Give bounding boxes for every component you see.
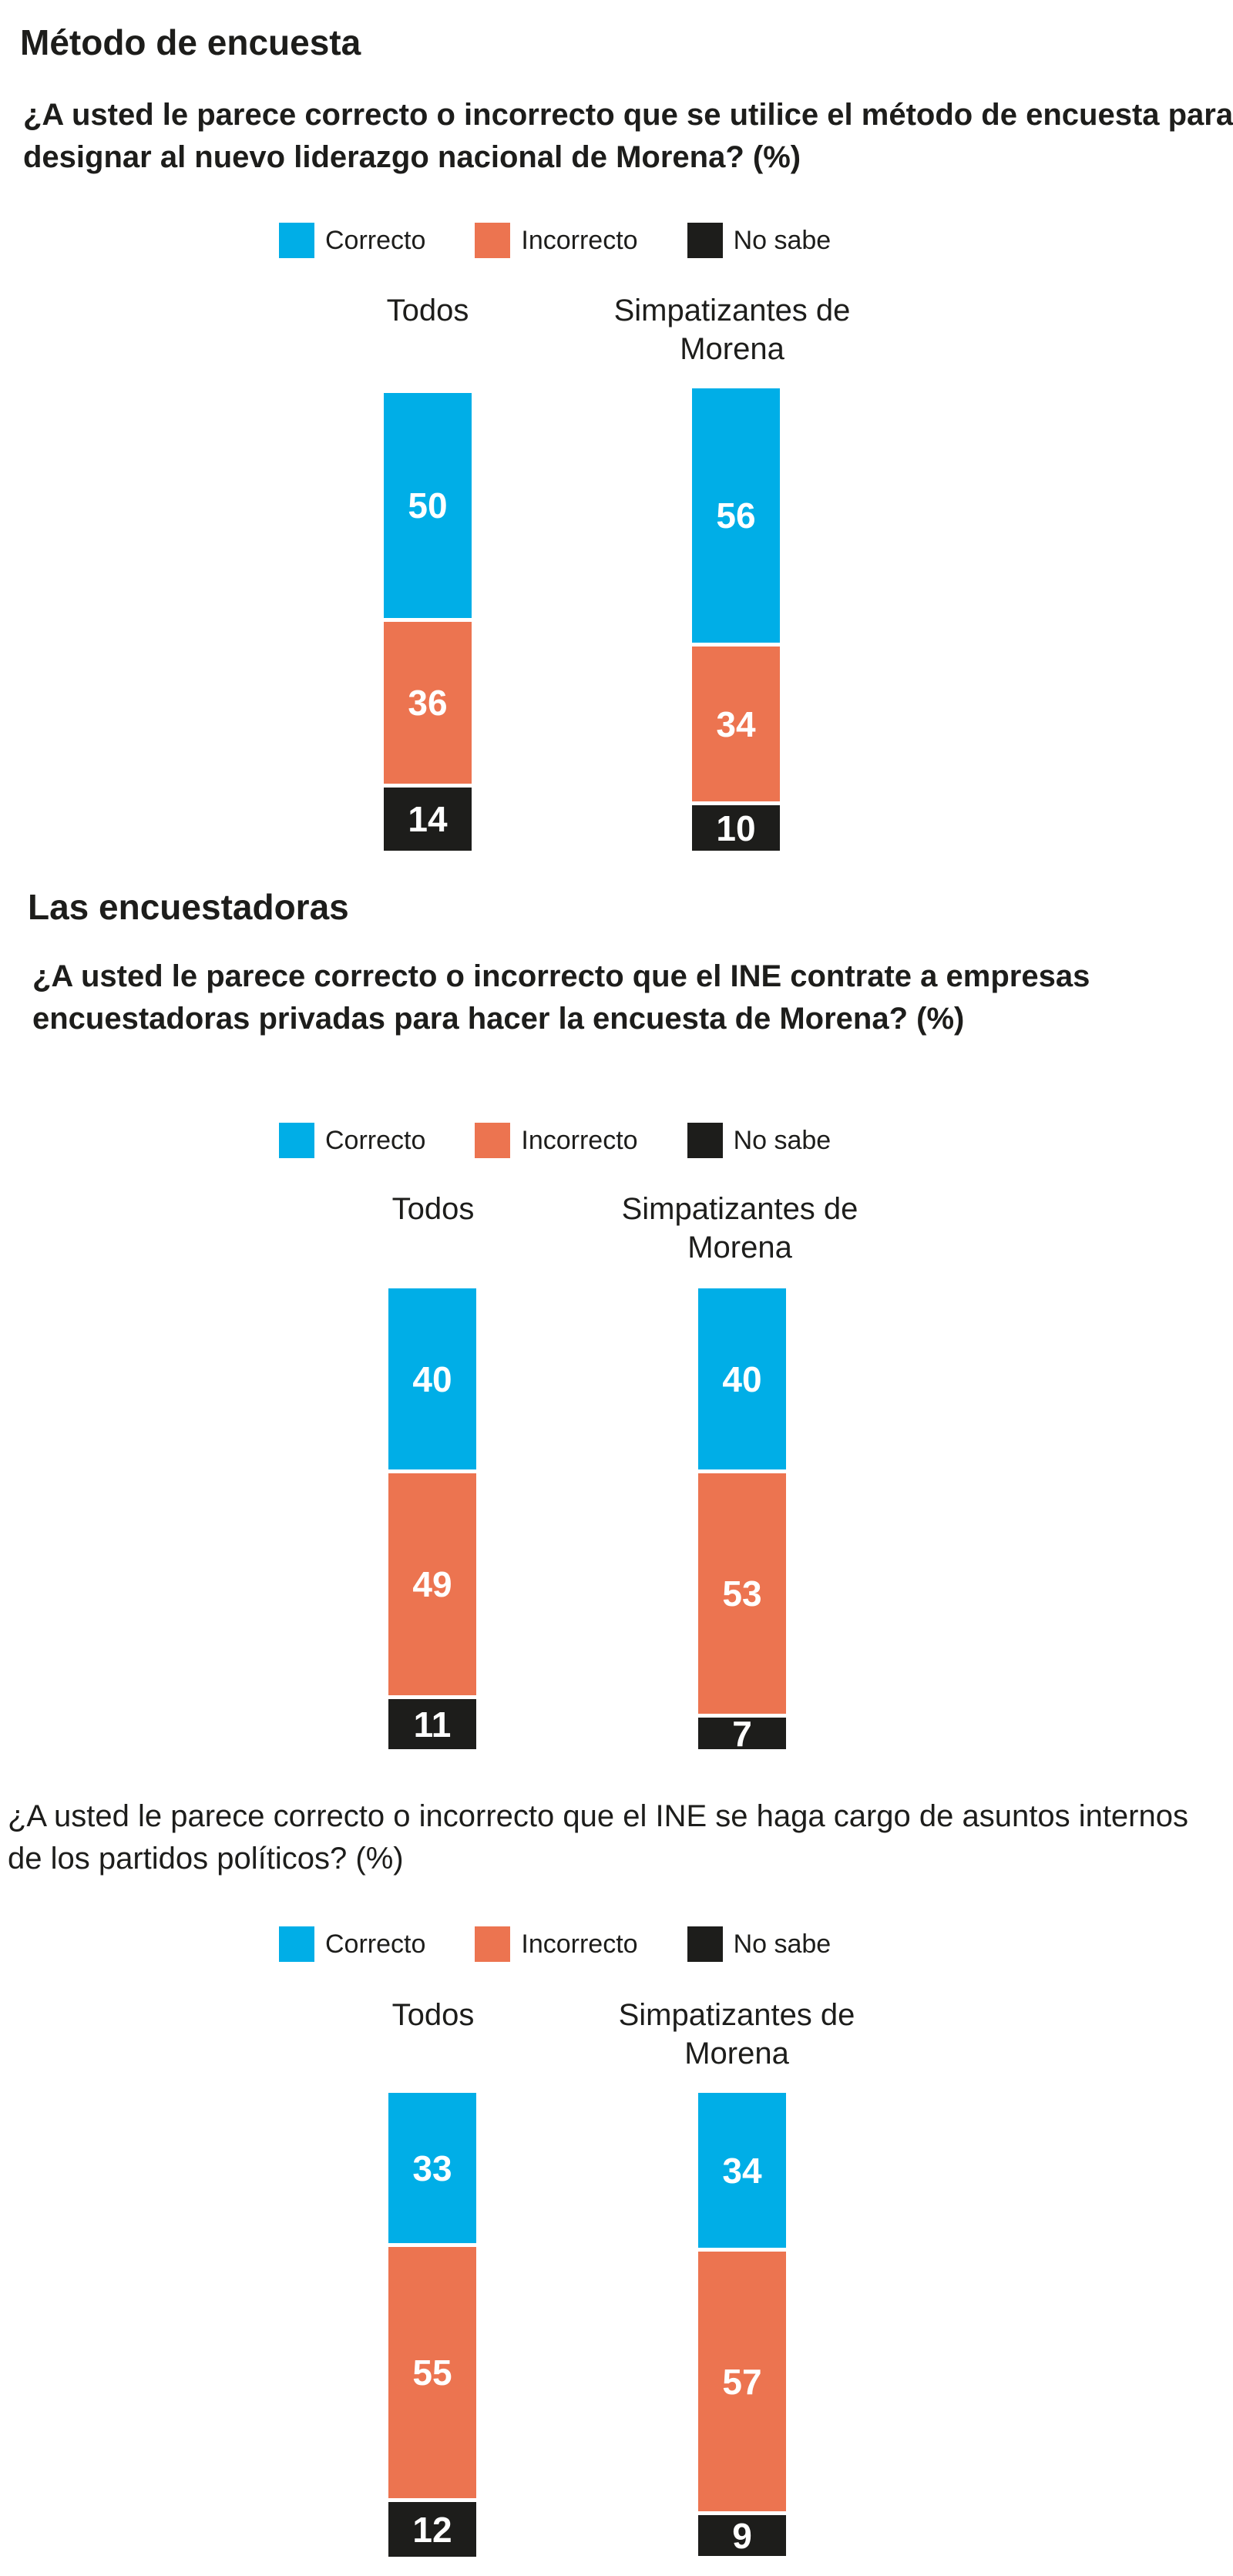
chart-3-bar-simpatizantes: 34 57 9 xyxy=(698,2093,786,2557)
legend-swatch-no-sabe xyxy=(687,223,723,258)
legend-swatch-no-sabe xyxy=(687,1926,723,1962)
legend-swatch-incorrecto xyxy=(475,1926,511,1962)
chart-1-group-label-todos: Todos xyxy=(386,294,469,327)
bar-segment-incorrecto: 36 xyxy=(384,622,472,784)
legend-label-incorrecto: Incorrecto xyxy=(521,1125,638,1155)
bar-segment-no-sabe: 7 xyxy=(698,1714,786,1754)
chart-3-group-label-simpatizantes: Simpatizantes de Morena xyxy=(618,1998,855,2071)
bar-segment-no-sabe: 14 xyxy=(384,788,472,851)
section-2-heading: Las encuestadoras xyxy=(28,887,349,927)
legend-label-correcto: Correcto xyxy=(325,1125,426,1155)
section-3-question: ¿A usted le parece correcto o incorrecto… xyxy=(8,1799,1188,1876)
legend-item-no-sabe: No sabe xyxy=(687,223,832,258)
chart-3-legend: Correcto Incorrecto No sabe xyxy=(279,1925,880,1963)
section-1-heading: Método de encuesta xyxy=(20,22,361,62)
bar-segment-incorrecto: 34 xyxy=(692,647,780,801)
section-1-question: ¿A usted le parece correcto o incorrecto… xyxy=(23,98,1233,174)
chart-2-group-label-simpatizantes: Simpatizantes de Morena xyxy=(621,1192,858,1264)
chart-2-legend: Correcto Incorrecto No sabe xyxy=(279,1121,880,1160)
bar-segment-no-sabe: 12 xyxy=(388,2502,476,2557)
bar-segment-correcto: 40 xyxy=(698,1288,786,1469)
bar-segment-incorrecto: 55 xyxy=(388,2247,476,2498)
section-2-question: ¿A usted le parece correcto o incorrecto… xyxy=(32,959,1090,1036)
legend-label-no-sabe: No sabe xyxy=(733,1125,832,1155)
legend-swatch-incorrecto xyxy=(475,223,511,258)
legend-label-no-sabe: No sabe xyxy=(733,225,832,255)
bar-segment-incorrecto: 57 xyxy=(698,2252,786,2511)
bar-segment-correcto: 40 xyxy=(388,1288,476,1469)
legend-item-correcto: Correcto xyxy=(279,1926,425,1962)
legend-item-incorrecto: Incorrecto xyxy=(475,223,638,258)
bar-segment-incorrecto: 53 xyxy=(698,1473,786,1714)
legend-item-correcto: Correcto xyxy=(279,1123,425,1158)
bar-segment-correcto: 33 xyxy=(388,2093,476,2243)
bar-segment-correcto: 56 xyxy=(692,388,780,643)
chart-1-legend: Correcto Incorrecto No sabe xyxy=(279,221,880,260)
chart-1-group-label-simpatizantes: Simpatizantes de Morena xyxy=(613,294,851,366)
bar-segment-correcto: 34 xyxy=(698,2093,786,2248)
legend-item-incorrecto: Incorrecto xyxy=(475,1123,638,1158)
bar-segment-no-sabe: 10 xyxy=(692,805,780,851)
bar-segment-incorrecto: 49 xyxy=(388,1473,476,1695)
bar-segment-no-sabe: 11 xyxy=(388,1699,476,1749)
legend-swatch-correcto xyxy=(279,1123,314,1158)
chart-2-group-label-todos: Todos xyxy=(391,1192,475,1226)
chart-2-bar-todos: 40 49 11 xyxy=(388,1288,476,1749)
legend-label-correcto: Correcto xyxy=(325,225,426,255)
chart-3-bar-todos: 33 55 12 xyxy=(388,2093,476,2557)
legend-swatch-no-sabe xyxy=(687,1123,723,1158)
legend-label-no-sabe: No sabe xyxy=(733,1929,832,1959)
legend-swatch-correcto xyxy=(279,223,314,258)
legend-swatch-incorrecto xyxy=(475,1123,511,1158)
legend-label-incorrecto: Incorrecto xyxy=(521,225,638,255)
legend-item-no-sabe: No sabe xyxy=(687,1926,832,1962)
legend-swatch-correcto xyxy=(279,1926,314,1962)
chart-1-bar-simpatizantes: 56 34 10 xyxy=(692,388,780,851)
legend-item-correcto: Correcto xyxy=(279,223,425,258)
legend-label-incorrecto: Incorrecto xyxy=(521,1929,638,1959)
bar-segment-correcto: 50 xyxy=(384,393,472,618)
chart-1-bar-todos: 50 36 14 xyxy=(384,393,472,851)
legend-item-incorrecto: Incorrecto xyxy=(475,1926,638,1962)
bar-segment-no-sabe: 9 xyxy=(698,2515,786,2556)
legend-item-no-sabe: No sabe xyxy=(687,1123,832,1158)
legend-label-correcto: Correcto xyxy=(325,1929,426,1959)
chart-3-group-label-todos: Todos xyxy=(391,1998,475,2032)
chart-2-bar-simpatizantes: 40 53 7 xyxy=(698,1288,786,1754)
